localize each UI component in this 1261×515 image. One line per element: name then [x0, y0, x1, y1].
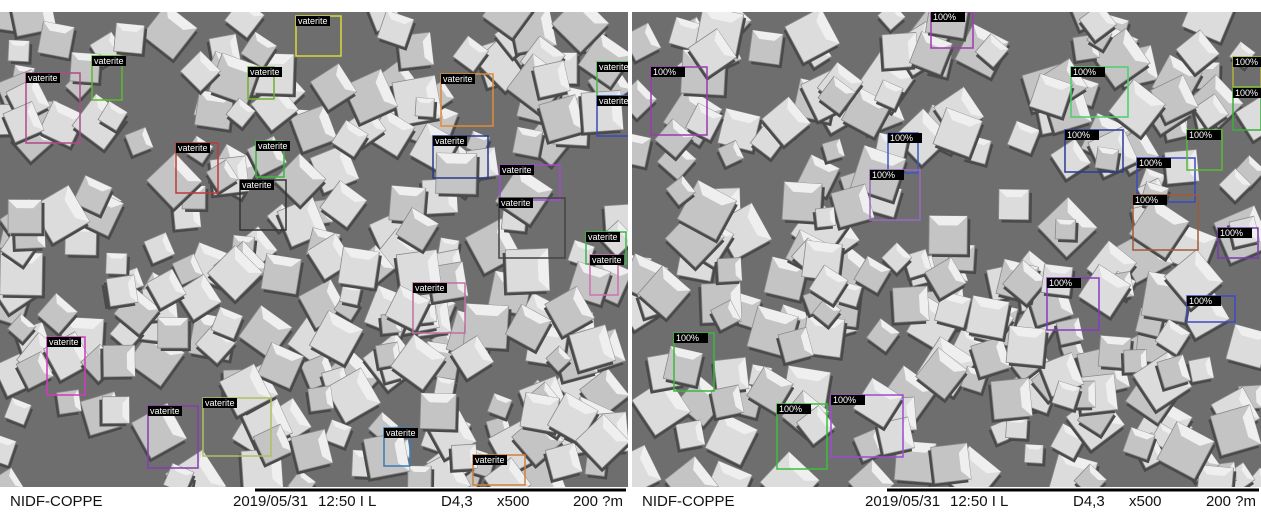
crystal — [988, 378, 1033, 423]
detection-label: 100% — [1220, 228, 1243, 238]
footer-scale: 200 ?m — [1206, 493, 1256, 510]
detection-label: 100% — [833, 395, 856, 405]
detection-label: 100% — [676, 333, 699, 343]
crystal — [812, 207, 836, 231]
crystal — [1094, 147, 1121, 174]
detection-label: vaterite — [242, 180, 272, 190]
crystal — [512, 127, 546, 161]
crystal — [420, 393, 459, 432]
crystal — [714, 258, 742, 286]
detection-label: 100% — [1049, 278, 1072, 288]
detection-label: 100% — [653, 67, 676, 77]
crystal — [673, 420, 706, 453]
detection-label: 100% — [872, 170, 895, 180]
footer-date: 2019/05/31 — [865, 493, 940, 510]
detection-label: vaterite — [205, 398, 235, 408]
detection-label: vaterite — [386, 428, 416, 438]
crystal — [1162, 149, 1200, 187]
crystal — [361, 432, 411, 482]
detection-label: 100% — [933, 12, 956, 22]
detection-label: vaterite — [178, 143, 208, 153]
crystal — [1055, 219, 1079, 243]
crystal — [890, 286, 930, 326]
crystal — [8, 40, 33, 65]
crystal — [113, 23, 147, 57]
footer-date: 2019/05/31 — [233, 493, 308, 510]
crystal — [8, 200, 44, 236]
footer-time: 12:50 I L — [950, 493, 1008, 510]
crystal — [1006, 326, 1049, 369]
crystal — [1053, 318, 1084, 349]
crystal — [928, 443, 972, 487]
detection-label: vaterite — [415, 283, 445, 293]
detection-label: vaterite — [298, 16, 328, 26]
footer-magnification: x500 — [497, 493, 530, 510]
detection-label: vaterite — [475, 455, 505, 465]
crystal — [1024, 444, 1046, 466]
crystal — [100, 345, 135, 380]
footer-detector: D4,3 — [441, 493, 473, 510]
detection-label: 100% — [1135, 195, 1158, 205]
footer-detector: D4,3 — [1073, 493, 1105, 510]
crystal — [103, 275, 138, 310]
detection-label: 100% — [779, 404, 802, 414]
crystal — [1185, 357, 1214, 386]
footer-magnification: x500 — [1129, 493, 1162, 510]
page: {"panels": [ {"footer": {"operator": "NI… — [0, 0, 1261, 515]
detection-label: 100% — [1073, 67, 1096, 77]
crystal — [929, 216, 971, 258]
micrograph: vaterite vaterite vaterite vaterite vaterite… — [0, 0, 637, 515]
detection-label: 100% — [890, 133, 913, 143]
detection-label: vaterite — [435, 136, 465, 146]
detection-label: 100% — [1235, 57, 1258, 67]
detection-label: vaterite — [592, 255, 622, 265]
detection-label: 100% — [1067, 130, 1090, 140]
detection-label: 100% — [1189, 296, 1212, 306]
detection-label: 100% — [1139, 158, 1162, 168]
crystal — [415, 98, 437, 120]
footer-time: 12:50 I L — [318, 493, 376, 510]
detection-label: vaterite — [28, 73, 58, 83]
crystal — [999, 189, 1032, 222]
detection-label: vaterite — [599, 96, 629, 106]
detection-label: vaterite — [150, 406, 180, 416]
crystal — [338, 247, 383, 292]
crystal — [305, 386, 334, 415]
detection-label: vaterite — [443, 74, 473, 84]
crystal — [436, 153, 480, 197]
detection-label: vaterite — [502, 165, 532, 175]
detection-label: 100% — [1235, 88, 1258, 98]
detection-label: vaterite — [94, 56, 124, 66]
crystal — [158, 318, 191, 351]
detection-label: vaterite — [250, 67, 280, 77]
figure: vaterite vaterite vaterite vaterite vaterite… — [0, 0, 1261, 515]
crystal — [261, 254, 305, 298]
footer-operator: NIDF-COPPE — [642, 493, 735, 510]
crystal — [502, 248, 549, 295]
detection-label: vaterite — [501, 198, 531, 208]
detection-label: vaterite — [588, 232, 618, 242]
crystal — [106, 253, 130, 277]
footer-scale: 200 ?m — [573, 493, 623, 510]
crystal — [748, 30, 786, 68]
micrograph: 100% 100% 100% 100% 100% 100% 100% 100% 100% 100%… — [607, 0, 1261, 515]
crystal — [966, 296, 1012, 342]
detection-label: vaterite — [258, 141, 288, 151]
crystal — [99, 397, 129, 427]
crystal — [54, 390, 82, 418]
detection-label: vaterite — [49, 337, 79, 347]
detection-label: 100% — [1189, 130, 1212, 140]
footer-operator: NIDF-COPPE — [10, 493, 103, 510]
detection-label: vaterite — [599, 62, 629, 72]
